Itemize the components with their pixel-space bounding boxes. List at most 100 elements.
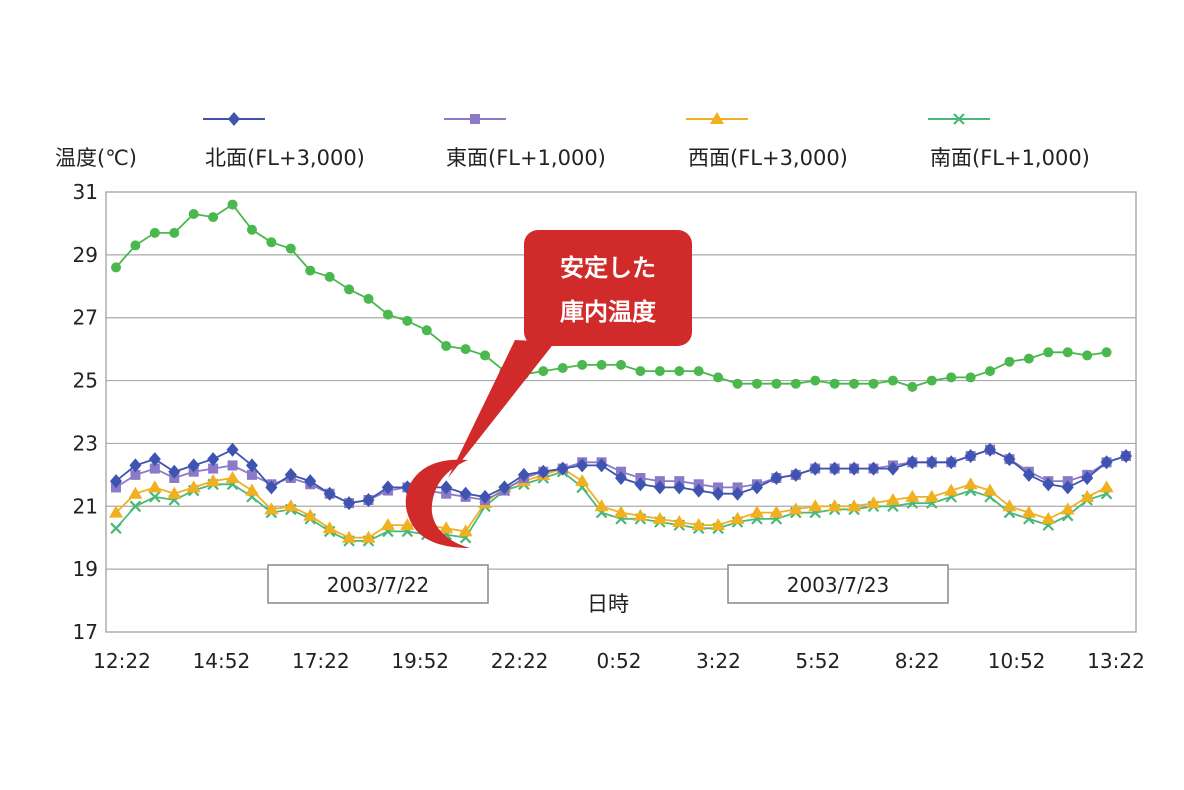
series-2-point-46 (1002, 499, 1017, 512)
plot-grid (105, 191, 1137, 633)
series-2-point-11 (322, 521, 337, 534)
legend-marker-3 (953, 113, 965, 125)
series-0-point-30 (692, 483, 705, 498)
series-4-point-33 (751, 378, 762, 389)
highlight-bracket (405, 459, 470, 548)
series-4-point-7 (246, 224, 257, 235)
series-4-point-30 (693, 366, 704, 377)
series-3-point-0 (110, 522, 122, 535)
series-0-point-37 (828, 461, 841, 476)
series-4-point-25 (596, 359, 607, 370)
series-0-point-18 (459, 486, 472, 501)
series-0 (110, 442, 1132, 511)
series-0-point-12 (343, 496, 356, 511)
series-2-point-2 (147, 480, 162, 493)
series-4-point-43 (946, 372, 957, 383)
series-4-point-6 (227, 199, 238, 210)
series-2 (109, 461, 1114, 543)
series-2-point-40 (885, 493, 900, 505)
series-2-point-49 (1060, 502, 1075, 515)
series-4-point-10 (305, 265, 316, 276)
series-2-point-30 (691, 518, 706, 531)
series-2-point-34 (769, 505, 784, 518)
series-0-point-50 (1081, 471, 1094, 485)
series-0-point-22 (537, 464, 550, 479)
date-label-2-text: 2003/7/23 (787, 573, 890, 597)
series-4-point-28 (654, 366, 665, 377)
series-0-point-14 (381, 480, 394, 495)
series-0-point-26 (615, 471, 627, 485)
y-tick-label-4: 25 (73, 369, 98, 393)
series-0-point-28 (653, 480, 666, 495)
series-2-point-37 (827, 499, 842, 512)
series-4-point-35 (790, 378, 801, 389)
series-0-point-41 (906, 455, 919, 470)
series-4-point-3 (169, 227, 180, 238)
series-0-point-10 (304, 474, 317, 489)
series-2-point-50 (1080, 489, 1095, 502)
series-4-point-27 (635, 366, 646, 377)
x-axis: 12:22 14:52 17:22 19:52 22:22 0:52 3:22 5:52 8:2… (93, 649, 1145, 673)
series-2-point-25 (594, 499, 609, 512)
series-0-point-5 (207, 452, 220, 467)
x-tick-label-6: 3:22 (696, 649, 741, 673)
series-4-point-2 (149, 227, 160, 238)
series-0-point-46 (1003, 452, 1016, 467)
series-4-point-36 (810, 375, 821, 386)
series-0-point-45 (984, 442, 997, 457)
series-4-point-9 (285, 243, 296, 254)
series-0-point-48 (1042, 477, 1055, 492)
callout-box (524, 230, 692, 346)
legend-label-1: 東面(FL+1,000) (446, 146, 606, 170)
series-4-point-47 (1023, 353, 1034, 364)
series-2-point-42 (924, 489, 939, 502)
series-4-point-14 (382, 309, 393, 320)
legend-marker-1 (470, 114, 480, 124)
series-2-point-9 (283, 499, 298, 512)
series-2-line (115, 467, 1107, 539)
series-layer (109, 199, 1132, 547)
series-0-point-27 (634, 477, 647, 492)
series-0-point-49 (1061, 480, 1074, 495)
series-2-point-47 (1021, 505, 1036, 518)
series-2-point-44 (963, 477, 978, 490)
series-1-point-1 (130, 469, 141, 480)
series-2-point-33 (749, 505, 764, 518)
series-1-point-7 (246, 469, 257, 480)
series-0-point-25 (595, 458, 608, 473)
series-4-point-37 (829, 378, 840, 389)
series-3-point-2 (149, 491, 161, 503)
series-2-point-32 (730, 511, 745, 524)
series-0-point-19 (479, 489, 492, 504)
y-tick-label-3: 23 (73, 431, 98, 455)
x-tick-label-1: 14:52 (193, 649, 251, 673)
series-0-point-31 (712, 486, 725, 501)
series-4-point-4 (188, 209, 199, 219)
series-0-point-44 (964, 449, 977, 463)
series-3-line (115, 470, 1107, 542)
series-4-point-34 (771, 378, 782, 389)
series-2-point-48 (1041, 511, 1056, 524)
series-4-point-16 (421, 325, 432, 336)
series-2-point-5 (206, 474, 221, 487)
callout-line-1: 安定した (560, 254, 656, 282)
series-4-point-1 (130, 240, 141, 251)
series-2-point-1 (128, 486, 143, 499)
series-4-point-50 (1082, 350, 1093, 361)
series-0-point-52 (1120, 449, 1132, 463)
series-0-point-33 (750, 480, 763, 495)
series-4-point-32 (732, 378, 743, 389)
series-2-point-45 (983, 483, 998, 496)
series-4-point-46 (1004, 356, 1015, 367)
series-4-point-44 (965, 372, 976, 383)
series-2-point-12 (342, 530, 357, 543)
series-1-point-5 (208, 463, 219, 474)
series-0-point-43 (945, 455, 958, 470)
series-0-point-17 (440, 480, 453, 495)
y-tick-label-0: 17 (73, 620, 98, 644)
legend-label-3: 南面(FL+1,000) (930, 146, 1090, 170)
series-2-point-3 (167, 486, 182, 499)
series-4-point-17 (441, 341, 452, 351)
series-4-point-0 (111, 262, 121, 273)
series-2-point-4 (186, 480, 201, 493)
